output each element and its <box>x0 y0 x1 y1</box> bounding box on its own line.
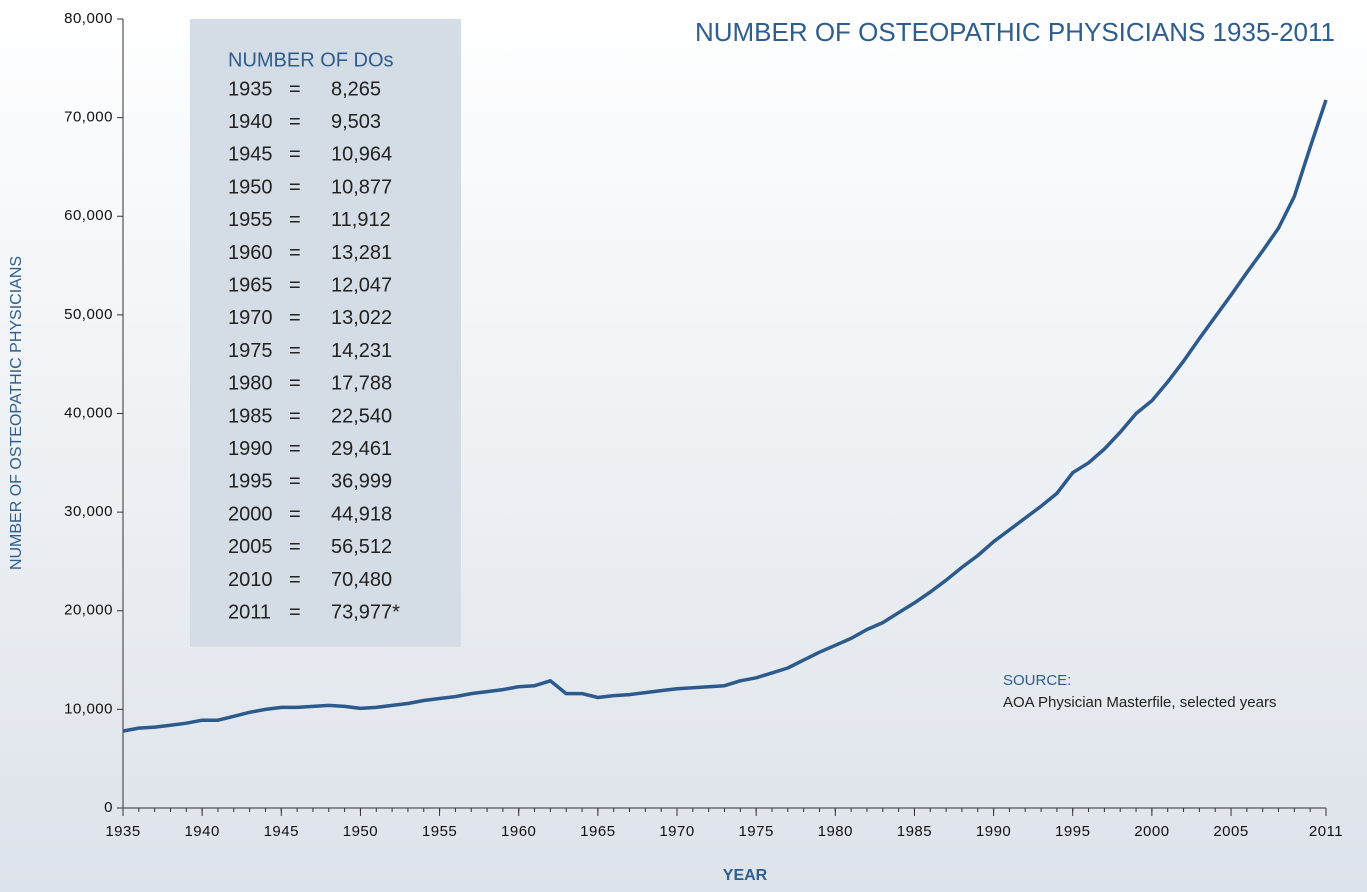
table-year: 1995 <box>228 471 273 493</box>
table-year: 1975 <box>228 340 273 362</box>
table-equals: = <box>289 242 301 264</box>
table-value: 12,047 <box>331 274 392 296</box>
table-year: 1935 <box>228 78 273 100</box>
x-tick-label: 1980 <box>818 823 853 840</box>
x-tick-label: 1985 <box>897 823 932 840</box>
y-tick-label: 0 <box>104 799 113 816</box>
table-year: 2005 <box>228 536 273 558</box>
table-value: 14,231 <box>331 340 392 362</box>
source-text: AOA Physician Masterfile, selected years <box>1003 694 1276 711</box>
table-equals: = <box>289 176 301 198</box>
table-year: 2000 <box>228 503 273 525</box>
x-tick-label: 1990 <box>976 823 1011 840</box>
table-value: 22,540 <box>331 405 392 427</box>
y-tick-label: 30,000 <box>64 503 113 520</box>
table-year: 1980 <box>228 373 273 395</box>
table-equals: = <box>289 503 301 525</box>
y-tick-label: 70,000 <box>64 109 113 126</box>
table-equals: = <box>289 78 301 100</box>
x-tick-label: 1965 <box>580 823 615 840</box>
table-value: 17,788 <box>331 373 392 395</box>
x-tick-label: 2005 <box>1213 823 1248 840</box>
y-tick-label: 50,000 <box>64 306 113 323</box>
table-equals: = <box>289 274 301 296</box>
table-year: 2011 <box>228 601 271 623</box>
table-year: 1985 <box>228 405 273 427</box>
table-equals: = <box>289 209 301 231</box>
x-tick-label: 1955 <box>422 823 457 840</box>
table-equals: = <box>289 307 301 329</box>
x-tick-label: 2011 <box>1309 823 1343 840</box>
x-tick-label: 1940 <box>184 823 219 840</box>
x-tick-label: 1935 <box>105 823 140 840</box>
y-tick-label: 40,000 <box>64 404 113 421</box>
table-equals: = <box>289 373 301 395</box>
y-tick-label: 60,000 <box>64 207 113 224</box>
source-label: SOURCE: <box>1003 672 1071 689</box>
table-equals: = <box>289 340 301 362</box>
table-value: 10,964 <box>331 144 392 166</box>
table-box <box>190 19 461 647</box>
x-tick-label: 1995 <box>1055 823 1090 840</box>
table-value: 13,022 <box>331 307 392 329</box>
x-tick-label: 1945 <box>264 823 299 840</box>
x-tick-label: 1975 <box>738 823 773 840</box>
y-tick-label: 20,000 <box>64 602 113 619</box>
table-year: 1965 <box>228 274 273 296</box>
x-axis-label: YEAR <box>723 867 768 884</box>
table-year: 1970 <box>228 307 273 329</box>
table-value: 8,265 <box>331 78 381 100</box>
y-tick-label: 10,000 <box>64 700 113 717</box>
table-year: 2010 <box>228 569 273 591</box>
chart-title: NUMBER OF OSTEOPATHIC PHYSICIANS 1935-20… <box>695 17 1335 47</box>
table-equals: = <box>289 569 301 591</box>
x-tick-label: 1950 <box>343 823 378 840</box>
table-year: 1940 <box>228 111 273 133</box>
table-equals: = <box>289 438 301 460</box>
y-tick-label: 80,000 <box>64 10 113 27</box>
table-equals: = <box>289 111 301 133</box>
table-year: 1950 <box>228 176 273 198</box>
table-title: NUMBER OF DOs <box>228 49 394 71</box>
table-equals: = <box>289 536 301 558</box>
table-value: 70,480 <box>331 569 392 591</box>
table-value: 11,912 <box>331 209 391 231</box>
table-value: 44,918 <box>331 503 392 525</box>
table-value: 13,281 <box>331 242 392 264</box>
table-value: 56,512 <box>331 536 392 558</box>
table-year: 1945 <box>228 144 273 166</box>
x-tick-label: 1960 <box>501 823 536 840</box>
table-equals: = <box>289 601 301 623</box>
x-tick-label: 1970 <box>659 823 694 840</box>
x-tick-label: 2000 <box>1134 823 1169 840</box>
y-axis-label: NUMBER OF OSTEOPATHIC PHYSICIANS <box>8 256 25 570</box>
table-year: 1990 <box>228 438 273 460</box>
data-line <box>122 99 1328 733</box>
table-value: 10,877 <box>331 176 392 198</box>
table-equals: = <box>289 471 301 493</box>
table-equals: = <box>289 405 301 427</box>
table-value: 73,977* <box>331 601 400 623</box>
table-value: 29,461 <box>331 438 392 460</box>
table-value: 9,503 <box>331 111 381 133</box>
table-value: 36,999 <box>331 471 392 493</box>
table-year: 1955 <box>228 209 273 231</box>
table-equals: = <box>289 144 301 166</box>
table-year: 1960 <box>228 242 273 264</box>
